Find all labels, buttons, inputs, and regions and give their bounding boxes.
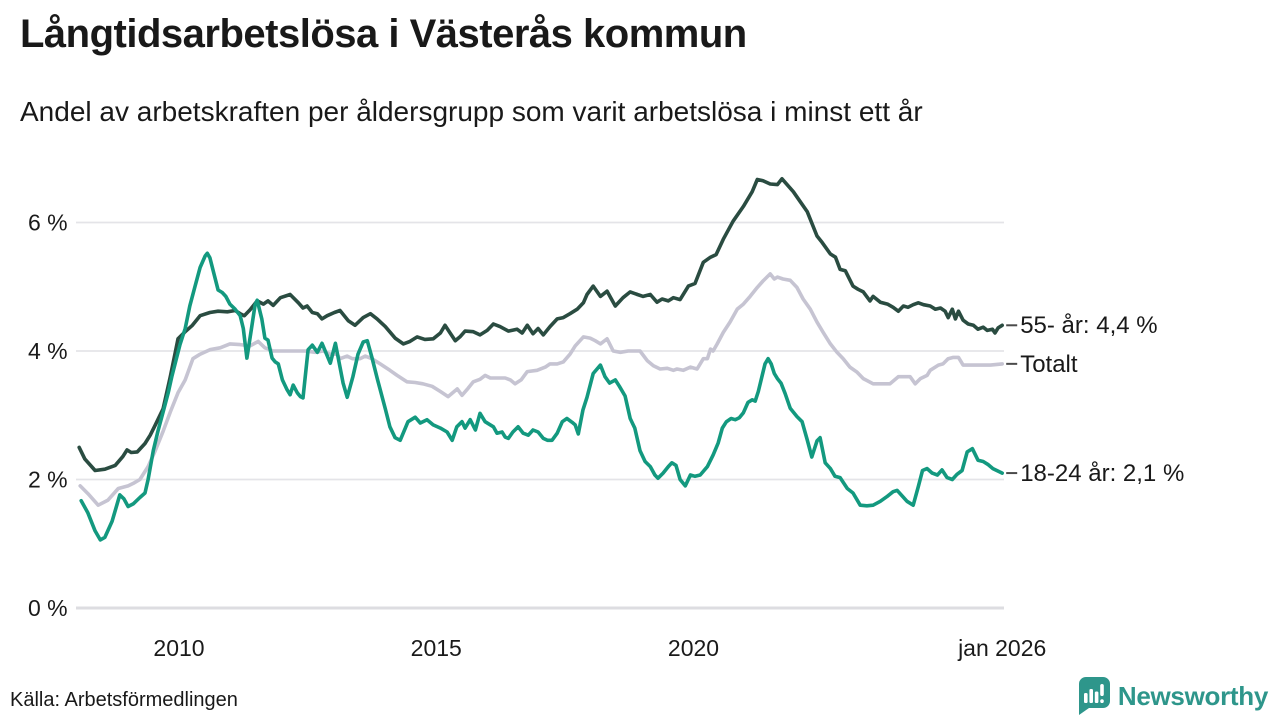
source-label: Källa: Arbetsförmedlingen xyxy=(10,689,238,711)
y-tick-label: 0 % xyxy=(28,595,68,621)
newsworthy-logo: Newsworthy xyxy=(1076,676,1268,716)
y-tick-label: 4 % xyxy=(28,338,68,364)
chart-subtitle: Andel av arbetskraften per åldersgrupp s… xyxy=(20,96,923,127)
series-end-label-55-r: 55- år: 4,4 % xyxy=(1020,312,1158,340)
newsworthy-wordmark: Newsworthy xyxy=(1117,680,1268,711)
series-line-18-24-r xyxy=(79,251,1005,542)
newsworthy-bubble-chart-icon xyxy=(1078,677,1110,715)
x-tick-label: 2010 xyxy=(153,635,204,661)
x-tick-label: jan 2026 xyxy=(957,635,1046,661)
page-title: Långtidsarbetslösa i Västerås kommun xyxy=(20,12,747,56)
series-end-label-totalt: Totalt xyxy=(1020,350,1078,378)
y-tick-label: 2 % xyxy=(28,467,68,493)
x-tick-label: 2015 xyxy=(411,635,462,661)
y-tick-label: 6 % xyxy=(28,210,68,236)
x-tick-label: 2020 xyxy=(668,635,719,661)
series-end-label-18-24-r: 18-24 år: 2,1 % xyxy=(1020,460,1185,488)
series-line-55-r xyxy=(77,177,1005,473)
series-line-totalt xyxy=(78,272,1005,508)
